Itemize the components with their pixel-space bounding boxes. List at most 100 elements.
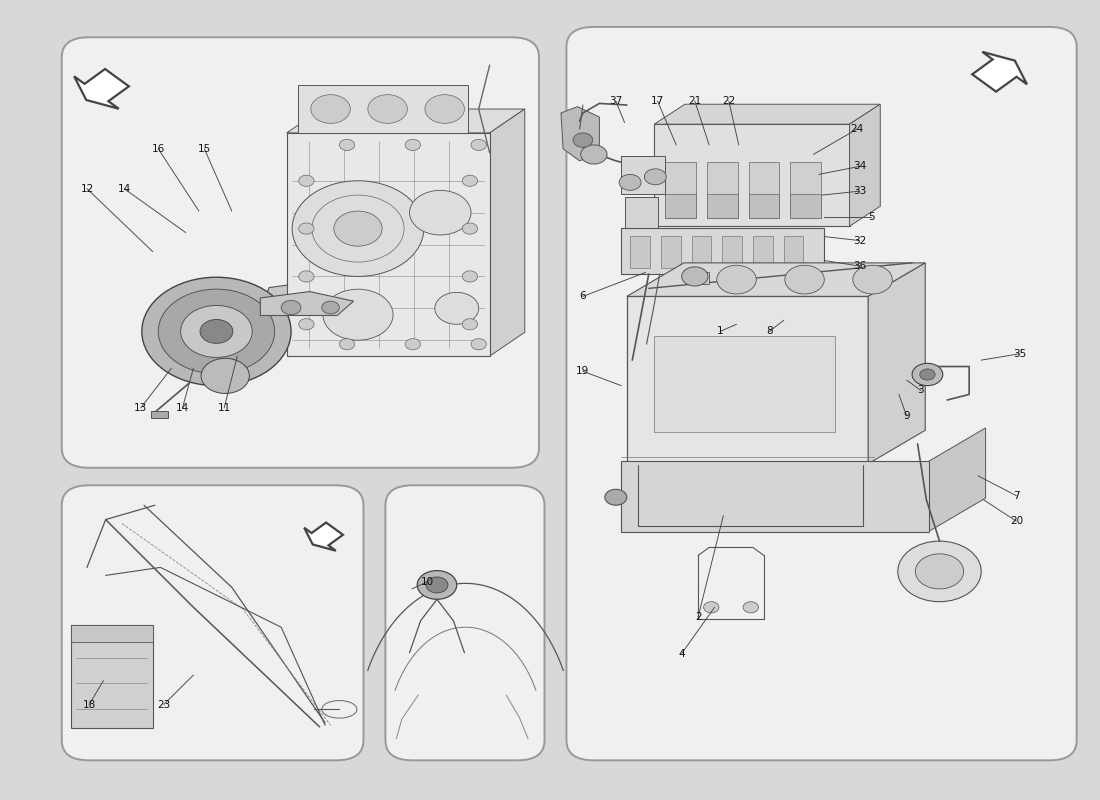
Circle shape — [462, 271, 477, 282]
Bar — [621, 156, 665, 194]
Text: 22: 22 — [723, 96, 736, 106]
Text: 14: 14 — [118, 184, 131, 194]
Circle shape — [920, 369, 935, 380]
Bar — [298, 85, 468, 133]
Bar — [707, 194, 738, 218]
Bar — [692, 236, 712, 268]
Bar — [654, 124, 849, 226]
FancyBboxPatch shape — [385, 486, 544, 760]
Text: 34: 34 — [852, 162, 866, 171]
Text: eurospares: eurospares — [194, 310, 307, 328]
Circle shape — [299, 318, 315, 330]
Bar — [630, 236, 650, 268]
Circle shape — [322, 301, 339, 314]
Bar — [688, 272, 710, 285]
Circle shape — [339, 139, 354, 150]
Bar — [287, 133, 490, 356]
Text: 24: 24 — [850, 124, 864, 134]
Text: 7: 7 — [1013, 490, 1020, 501]
Bar — [749, 162, 779, 218]
Circle shape — [200, 319, 233, 343]
Polygon shape — [868, 263, 925, 464]
Bar — [627, 296, 868, 464]
FancyBboxPatch shape — [62, 38, 539, 468]
Bar — [70, 625, 153, 642]
Text: 37: 37 — [609, 96, 623, 106]
Text: 14: 14 — [176, 403, 189, 413]
Circle shape — [339, 338, 354, 350]
Circle shape — [471, 338, 486, 350]
Circle shape — [299, 223, 315, 234]
Circle shape — [311, 94, 350, 123]
Circle shape — [142, 278, 292, 386]
FancyBboxPatch shape — [62, 486, 363, 760]
Text: 18: 18 — [82, 699, 96, 710]
Text: 20: 20 — [1010, 516, 1023, 526]
Bar — [70, 625, 153, 729]
FancyBboxPatch shape — [566, 27, 1077, 760]
Bar — [654, 336, 835, 432]
Bar — [661, 236, 681, 268]
Circle shape — [704, 602, 719, 613]
Circle shape — [367, 94, 407, 123]
Circle shape — [426, 577, 448, 593]
Text: 16: 16 — [152, 144, 165, 154]
Text: 17: 17 — [651, 96, 664, 106]
Circle shape — [409, 190, 471, 235]
Polygon shape — [261, 284, 298, 309]
Bar — [749, 194, 779, 218]
Circle shape — [434, 292, 478, 324]
Circle shape — [912, 363, 943, 386]
Circle shape — [645, 169, 667, 185]
Polygon shape — [972, 52, 1027, 92]
Circle shape — [471, 139, 486, 150]
Polygon shape — [849, 104, 880, 226]
Text: 13: 13 — [134, 403, 147, 413]
Text: 23: 23 — [157, 699, 170, 710]
Circle shape — [744, 602, 759, 613]
Polygon shape — [74, 69, 129, 109]
Text: 1: 1 — [717, 326, 724, 337]
Bar — [621, 228, 824, 274]
Circle shape — [158, 289, 275, 374]
Circle shape — [405, 139, 420, 150]
Circle shape — [717, 266, 757, 294]
Text: 15: 15 — [198, 144, 211, 154]
Circle shape — [293, 181, 424, 277]
Text: 12: 12 — [80, 184, 94, 194]
Text: 4: 4 — [679, 649, 685, 658]
Polygon shape — [305, 522, 343, 550]
Text: 36: 36 — [852, 261, 866, 271]
Circle shape — [462, 318, 477, 330]
Bar — [666, 162, 696, 218]
Bar — [707, 162, 738, 218]
Polygon shape — [261, 291, 353, 315]
Polygon shape — [627, 263, 925, 296]
Text: 6: 6 — [580, 291, 586, 302]
Bar — [621, 462, 928, 531]
Text: 33: 33 — [852, 186, 866, 196]
Bar — [666, 194, 696, 218]
Text: 32: 32 — [852, 235, 866, 246]
Bar — [625, 197, 658, 229]
Text: 10: 10 — [420, 577, 433, 586]
Circle shape — [323, 289, 393, 340]
Polygon shape — [490, 109, 525, 356]
Bar — [790, 194, 821, 218]
Text: 3: 3 — [917, 386, 924, 395]
Circle shape — [299, 175, 315, 186]
Text: 9: 9 — [903, 411, 910, 421]
Circle shape — [619, 174, 641, 190]
Polygon shape — [287, 109, 525, 133]
Bar — [790, 162, 821, 218]
Circle shape — [425, 94, 464, 123]
Text: eurospares: eurospares — [682, 350, 795, 368]
Bar — [723, 236, 743, 268]
Circle shape — [417, 570, 456, 599]
Circle shape — [462, 175, 477, 186]
Text: 21: 21 — [689, 96, 702, 106]
Text: 2: 2 — [695, 612, 702, 622]
Bar — [754, 236, 772, 268]
Circle shape — [201, 358, 250, 394]
Circle shape — [581, 145, 607, 164]
